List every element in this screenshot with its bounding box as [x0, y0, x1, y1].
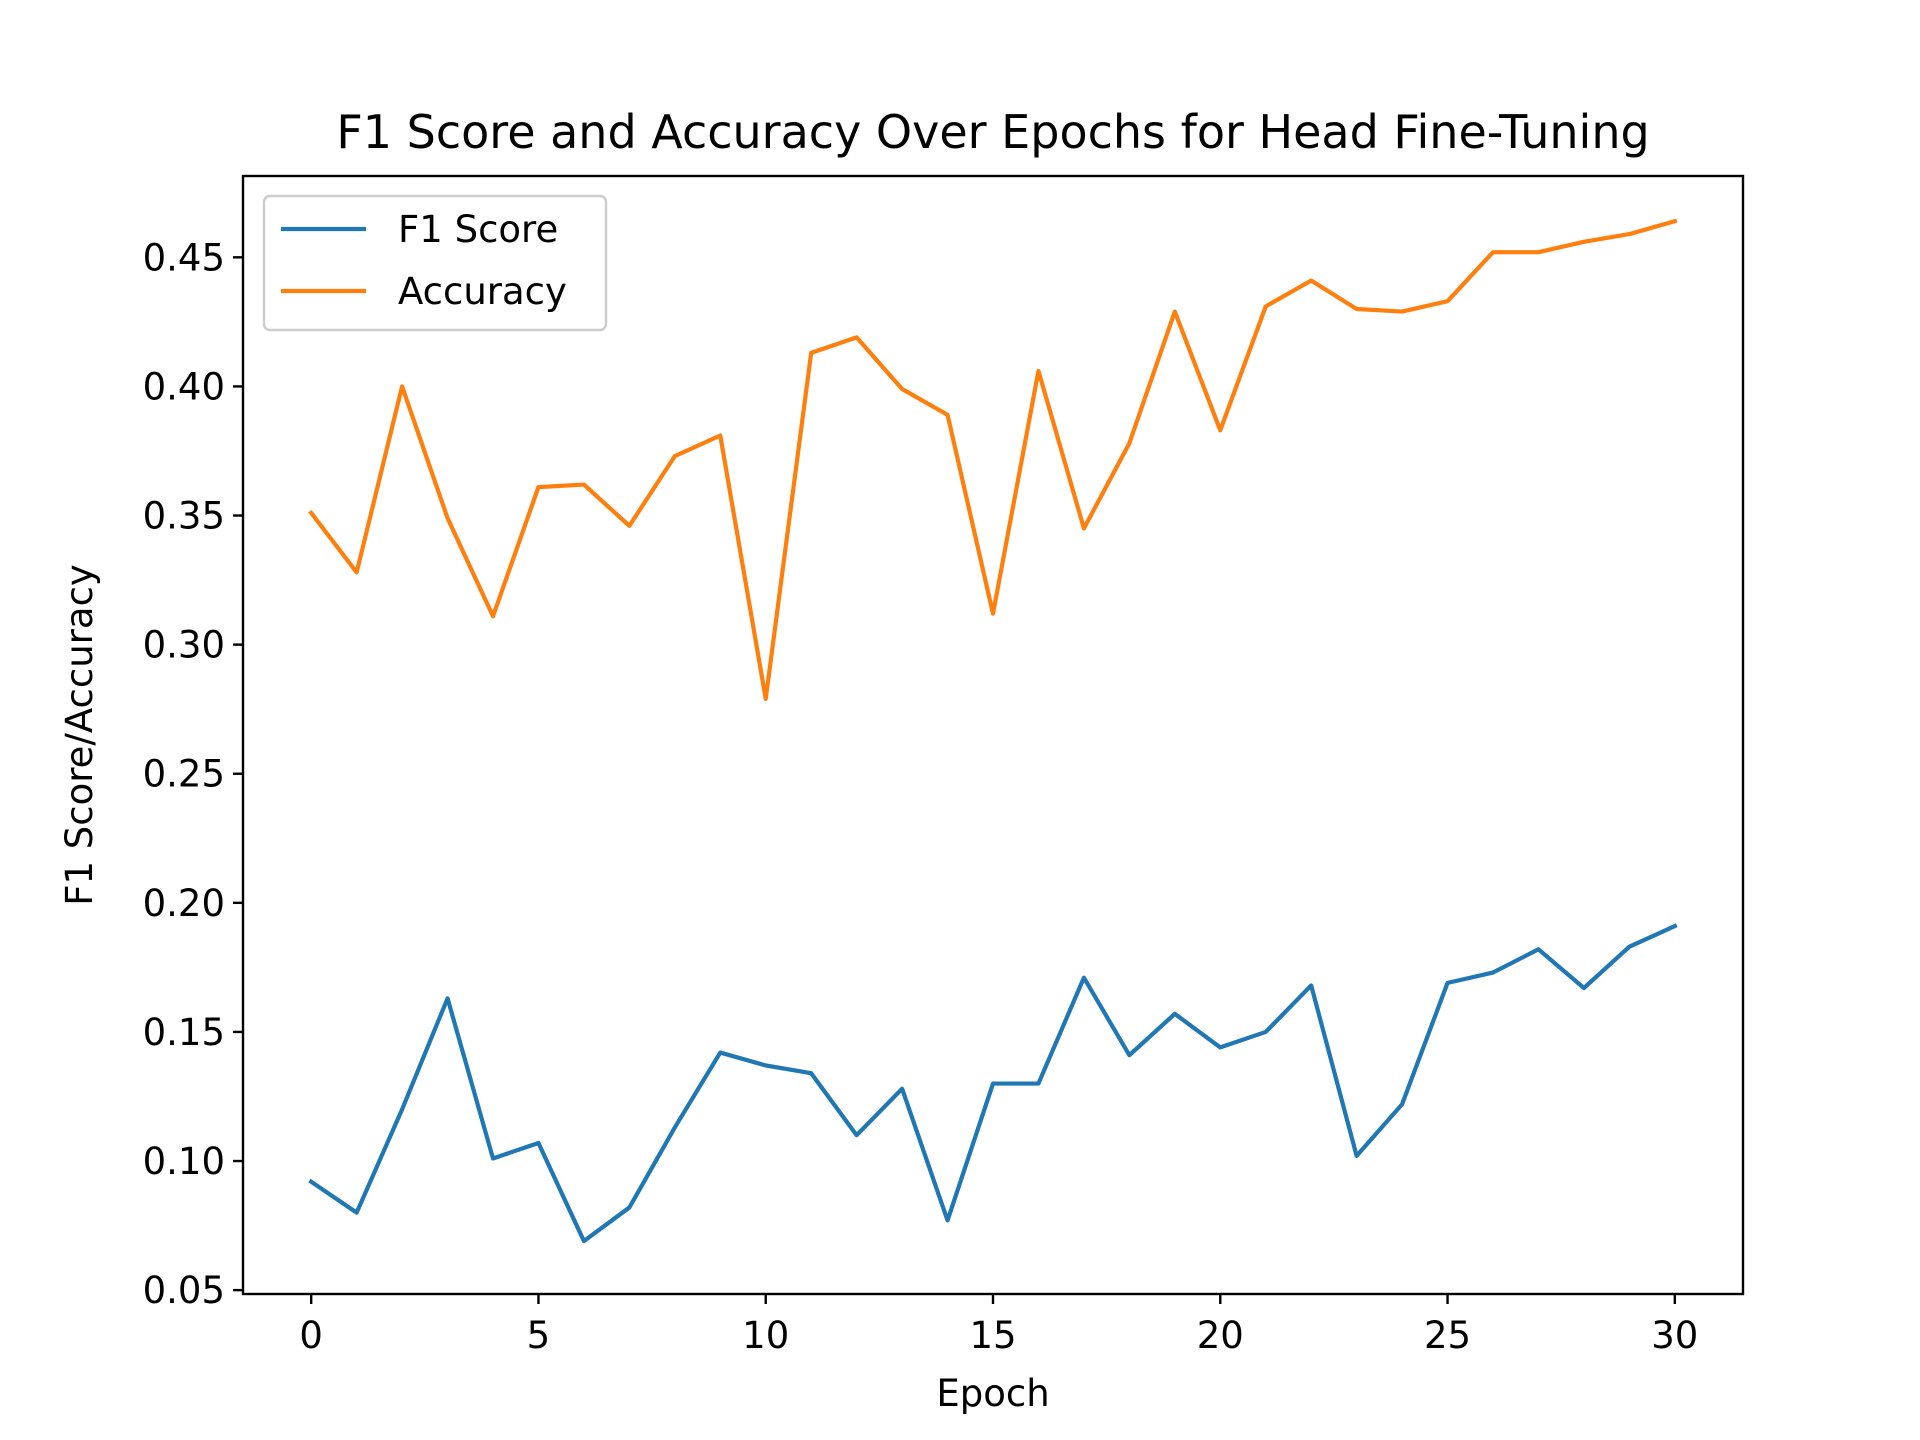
x-tick-label: 15 [969, 1314, 1016, 1357]
data-point-accuracy [1036, 369, 1040, 373]
data-point-accuracy [673, 454, 677, 458]
data-point-f1-score [355, 1211, 359, 1215]
data-point-accuracy [1264, 304, 1268, 308]
data-point-accuracy [1627, 232, 1631, 236]
data-point-accuracy [855, 335, 859, 339]
data-point-f1-score [855, 1133, 859, 1137]
data-point-f1-score [1627, 945, 1631, 949]
data-point-accuracy [946, 413, 950, 417]
data-point-f1-score [446, 996, 450, 1000]
data-point-accuracy [1355, 307, 1359, 311]
y-tick-label: 0.20 [143, 882, 225, 925]
data-point-accuracy [1218, 428, 1222, 432]
y-tick-label: 0.05 [143, 1269, 225, 1312]
data-point-accuracy [900, 387, 904, 391]
data-point-accuracy [1582, 240, 1586, 244]
data-point-accuracy [1491, 250, 1495, 254]
data-point-f1-score [309, 1180, 313, 1184]
data-point-accuracy [1400, 310, 1404, 314]
data-point-accuracy [309, 511, 313, 515]
x-tick-label: 5 [527, 1314, 551, 1357]
data-point-f1-score [991, 1082, 995, 1086]
y-axis-label: F1 Score/Accuracy [58, 564, 101, 906]
data-point-f1-score [1218, 1045, 1222, 1049]
series-line-f1-score [308, 923, 1678, 1244]
data-point-accuracy [764, 697, 768, 701]
series-line-accuracy [308, 218, 1678, 701]
y-tick-label: 0.45 [143, 236, 225, 279]
data-point-f1-score [491, 1156, 495, 1160]
data-point-f1-score [1355, 1154, 1359, 1158]
data-point-f1-score [764, 1063, 768, 1067]
data-point-f1-score [673, 1125, 677, 1129]
y-tick-label: 0.35 [143, 495, 225, 538]
data-point-f1-score [900, 1087, 904, 1091]
y-tick-label: 0.25 [143, 753, 225, 796]
data-point-f1-score [1036, 1082, 1040, 1086]
data-point-accuracy [355, 570, 359, 574]
data-point-f1-score [1082, 976, 1086, 980]
y-tick-label: 0.30 [143, 624, 225, 667]
data-point-accuracy [1173, 310, 1177, 314]
data-point-f1-score [1127, 1053, 1131, 1057]
data-point-accuracy [991, 612, 995, 616]
data-point-accuracy [1082, 526, 1086, 530]
data-point-f1-score [627, 1206, 631, 1210]
data-point-accuracy [446, 516, 450, 520]
data-point-f1-score [1582, 986, 1586, 990]
data-point-accuracy [400, 384, 404, 388]
data-point-f1-score [536, 1141, 540, 1145]
y-tick-label: 0.40 [143, 365, 225, 408]
data-point-f1-score [400, 1107, 404, 1111]
data-point-f1-score [1673, 924, 1677, 928]
axes-frame [241, 174, 1745, 1296]
data-point-f1-score [809, 1071, 813, 1075]
chart-title: F1 Score and Accuracy Over Epochs for He… [336, 105, 1649, 159]
data-point-accuracy [1309, 279, 1313, 283]
x-tick-label: 20 [1197, 1314, 1244, 1357]
data-point-accuracy [582, 483, 586, 487]
x-axis-label: Epoch [936, 1372, 1049, 1415]
x-tick-label: 30 [1651, 1314, 1698, 1357]
data-point-f1-score [1173, 1012, 1177, 1016]
data-point-accuracy [1127, 441, 1131, 445]
data-point-f1-score [1491, 971, 1495, 975]
data-point-accuracy [1673, 219, 1677, 223]
data-point-f1-score [718, 1051, 722, 1055]
y-tick-label: 0.10 [143, 1140, 225, 1183]
data-point-accuracy [536, 485, 540, 489]
data-point-f1-score [1446, 981, 1450, 985]
data-point-f1-score [582, 1239, 586, 1243]
data-point-accuracy [809, 351, 813, 355]
data-point-accuracy [1446, 299, 1450, 303]
data-point-f1-score [1536, 947, 1540, 951]
x-tick-label: 10 [742, 1314, 789, 1357]
x-tick-label: 25 [1424, 1314, 1471, 1357]
data-point-accuracy [627, 524, 631, 528]
data-point-accuracy [491, 614, 495, 618]
x-tick-label: 0 [299, 1314, 323, 1357]
data-point-accuracy [1536, 250, 1540, 254]
data-point-f1-score [1400, 1102, 1404, 1106]
y-axis-ticks: 0.05 0.10 0.15 0.20 0.25 0.30 0.35 0.40 0.45 [143, 236, 243, 1312]
legend-label-accuracy: Accuracy [398, 270, 567, 313]
plot-area [308, 218, 1678, 1244]
data-point-accuracy [718, 433, 722, 437]
data-point-f1-score [1264, 1030, 1268, 1034]
legend: F1 Score Accuracy [262, 194, 608, 332]
legend-label-f1-score: F1 Score [398, 208, 558, 251]
x-axis-ticks: 0 5 10 15 20 25 30 [299, 1294, 1698, 1357]
data-point-f1-score [946, 1218, 950, 1222]
data-point-f1-score [1309, 983, 1313, 987]
y-tick-label: 0.15 [143, 1011, 225, 1054]
